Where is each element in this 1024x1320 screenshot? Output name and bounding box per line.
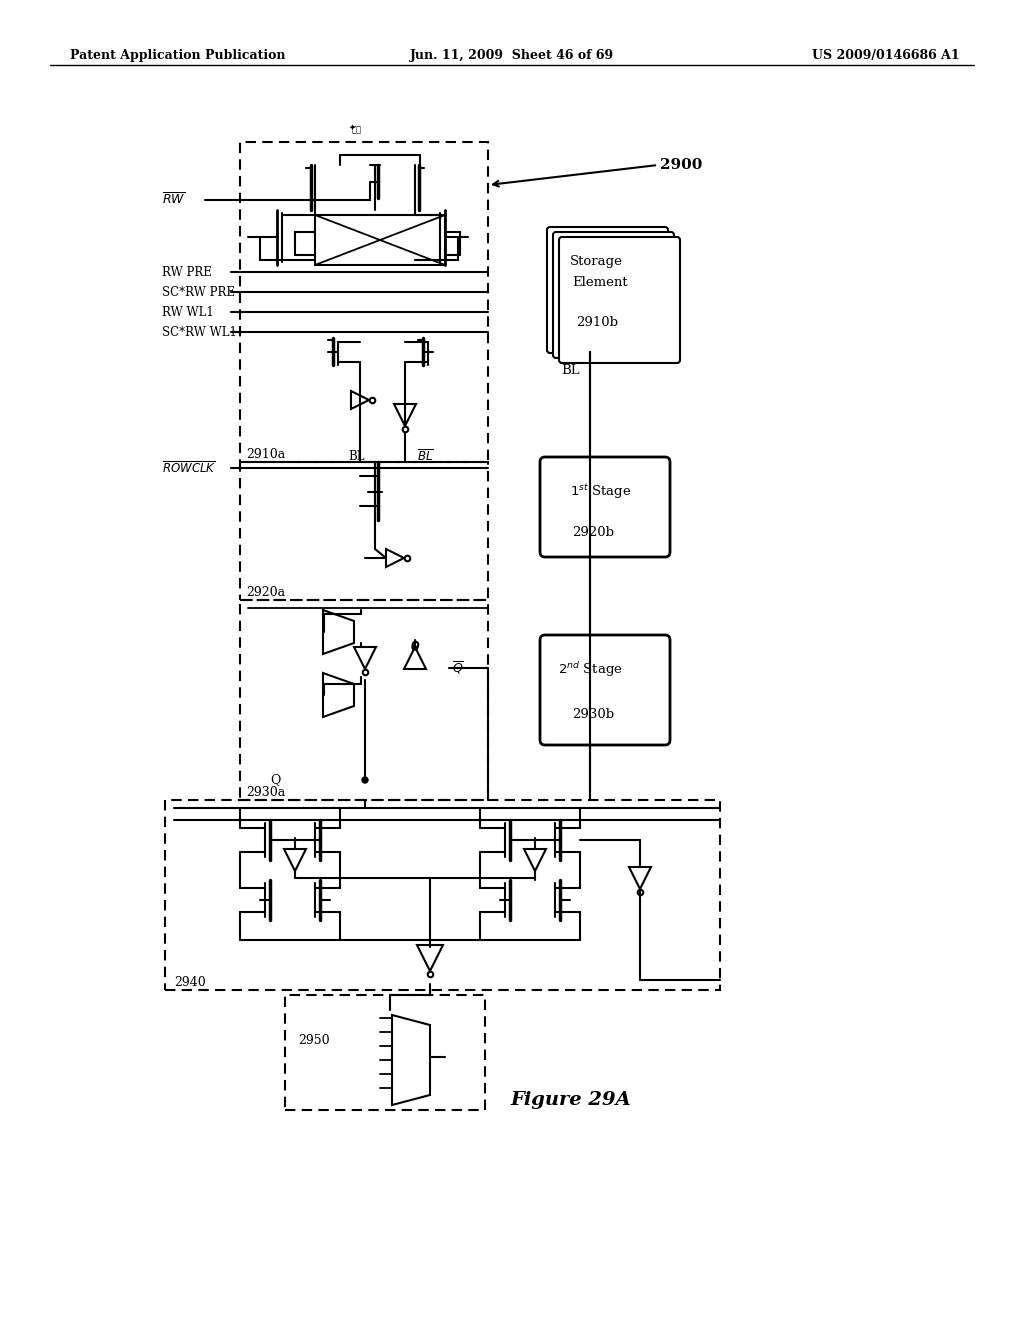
Text: SC*RW PRE: SC*RW PRE — [162, 285, 234, 298]
FancyBboxPatch shape — [553, 232, 674, 358]
Text: Q: Q — [270, 774, 281, 787]
Text: BL: BL — [348, 450, 365, 462]
Text: BL: BL — [561, 363, 580, 376]
FancyBboxPatch shape — [559, 238, 680, 363]
Text: Element: Element — [572, 276, 628, 289]
Text: US 2009/0146686 A1: US 2009/0146686 A1 — [812, 49, 961, 62]
Polygon shape — [394, 404, 416, 426]
Polygon shape — [392, 1015, 430, 1105]
Text: $\overline{Q}$: $\overline{Q}$ — [452, 660, 464, 676]
FancyBboxPatch shape — [540, 457, 670, 557]
Text: 2920b: 2920b — [572, 525, 614, 539]
Circle shape — [412, 644, 418, 649]
Bar — [285, 995, 485, 1110]
Text: $2^{nd}$ Stage: $2^{nd}$ Stage — [558, 660, 623, 680]
Polygon shape — [417, 945, 443, 972]
Text: 2910b: 2910b — [575, 315, 618, 329]
Text: $\overline{BL}$: $\overline{BL}$ — [417, 449, 433, 463]
Text: 2900: 2900 — [660, 158, 702, 172]
Text: Jun. 11, 2009  Sheet 46 of 69: Jun. 11, 2009 Sheet 46 of 69 — [410, 49, 614, 62]
Text: 2930b: 2930b — [572, 709, 614, 722]
FancyBboxPatch shape — [547, 227, 668, 352]
Text: $1^{st}$ Stage: $1^{st}$ Stage — [570, 483, 632, 502]
Text: RW WL1: RW WL1 — [162, 305, 214, 318]
Polygon shape — [524, 849, 546, 871]
Text: 2930a: 2930a — [246, 787, 286, 800]
FancyBboxPatch shape — [540, 635, 670, 744]
Text: $\overline{ROWCLK}$: $\overline{ROWCLK}$ — [162, 461, 216, 475]
Text: Storage: Storage — [570, 256, 623, 268]
Text: 2910a: 2910a — [246, 449, 286, 462]
Text: SC*RW WL1: SC*RW WL1 — [162, 326, 237, 338]
Polygon shape — [323, 610, 354, 653]
Polygon shape — [284, 849, 306, 871]
Text: 2920a: 2920a — [246, 586, 285, 598]
Bar — [165, 800, 720, 990]
Polygon shape — [323, 673, 354, 717]
Polygon shape — [404, 647, 426, 669]
Bar — [240, 601, 488, 800]
Polygon shape — [354, 647, 376, 669]
Text: Figure 29A: Figure 29A — [510, 1092, 631, 1109]
Polygon shape — [386, 549, 404, 568]
Text: Patent Application Publication: Patent Application Publication — [70, 49, 286, 62]
Polygon shape — [351, 391, 369, 409]
Text: RW PRE: RW PRE — [162, 265, 212, 279]
Text: $\overline{RW}$: $\overline{RW}$ — [162, 193, 185, 207]
Bar — [240, 462, 488, 601]
Text: ✦✦: ✦✦ — [352, 125, 362, 135]
Bar — [240, 143, 488, 462]
Text: 2950: 2950 — [298, 1034, 330, 1047]
Polygon shape — [629, 867, 651, 888]
Text: 2940: 2940 — [174, 977, 206, 990]
Text: ✦: ✦ — [348, 123, 355, 132]
Circle shape — [362, 777, 368, 783]
